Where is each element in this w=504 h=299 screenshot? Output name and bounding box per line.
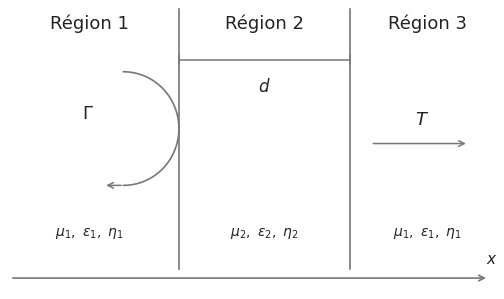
Text: Région 3: Région 3: [388, 15, 467, 33]
Text: $\mu_1,\ \varepsilon_1,\ \eta_1$: $\mu_1,\ \varepsilon_1,\ \eta_1$: [55, 226, 124, 241]
Text: Région 1: Région 1: [50, 15, 129, 33]
Text: $x$: $x$: [486, 253, 497, 267]
Text: $d$: $d$: [258, 78, 271, 96]
Text: $\mu_2,\ \varepsilon_2,\ \eta_2$: $\mu_2,\ \varepsilon_2,\ \eta_2$: [230, 226, 299, 241]
Text: $\mu_1,\ \varepsilon_1,\ \eta_1$: $\mu_1,\ \varepsilon_1,\ \eta_1$: [393, 226, 462, 241]
Text: $T$: $T$: [415, 111, 429, 129]
Text: $\Gamma$: $\Gamma$: [82, 105, 94, 123]
Text: Région 2: Région 2: [225, 15, 304, 33]
